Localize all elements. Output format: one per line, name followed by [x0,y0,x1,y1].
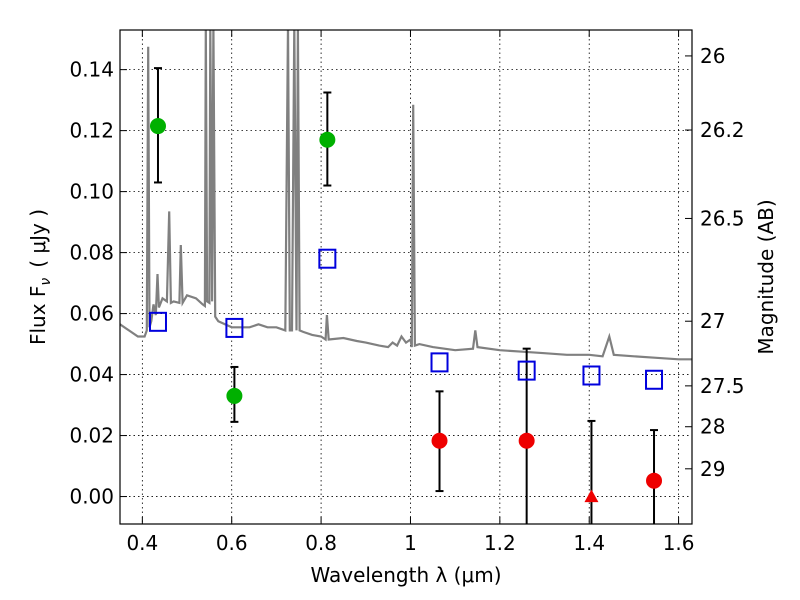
y2-tick-label: 27.5 [700,374,745,398]
data-markers [148,118,664,503]
model-flux-point [582,365,601,386]
y-axis-title: Flux Fν ( μJy ) [26,209,54,345]
y2-tick-label: 26.2 [700,118,745,142]
data-point [518,432,535,449]
model-flux-point [318,248,337,269]
data-point [319,131,336,148]
model-flux-point [225,317,244,338]
y-tick-label: 0.04 [69,363,114,387]
y-tick-label: 0.14 [69,58,114,82]
data-point [149,118,166,135]
y2-tick-label: 28 [700,415,725,439]
y2-tick-label: 29 [700,457,725,481]
y-tick-label: 0.00 [69,485,114,509]
data-point [431,432,448,449]
sed-model-line [120,30,692,361]
x-tick-label: 1.4 [573,531,605,555]
y-axis-title-unit: ( μJy ) [26,209,50,268]
upper-limit-point [584,489,599,503]
model-flux-point [645,369,664,390]
x-tick-label: 0.4 [126,531,158,555]
y-axis-right: 26 26.2 26.5 27 27.5 28 29 [685,44,745,481]
y-tick-label: 0.12 [69,119,114,143]
svg-text:Flux Fν( μJy ): Flux Fν ( μJy ) [26,209,54,345]
x-tick-label: 1.6 [663,531,695,555]
x-tick-label: 0.6 [216,531,248,555]
y2-tick-label: 26.5 [700,206,745,230]
y-tick-label: 0.02 [69,424,114,448]
x-tick-label: 0.8 [305,531,337,555]
model-flux-point [517,360,536,381]
error-bars [153,67,659,524]
y2-tick-label: 27 [700,309,725,333]
data-point [226,387,243,404]
y-tick-label: 0.06 [69,302,114,326]
y-tick-label: 0.08 [69,241,114,265]
y2-axis-title: Magnitude (AB) [754,199,778,354]
y-tick-label: 0.10 [69,180,114,204]
y-axis-left: 0.00 0.02 0.04 0.06 0.08 0.10 0.12 0.14 [69,58,127,509]
x-tick-label: 1 [404,531,417,555]
model-flux-point [148,311,167,332]
x-axis-title: Wavelength λ (μm) [310,563,501,587]
x-tick-label: 1.2 [484,531,516,555]
y-axis-title-subscript: ν [38,278,54,286]
plot-frame [119,29,693,525]
data-point [646,472,663,489]
y-axis-title-main: Flux F [26,286,50,345]
y2-tick-label: 26 [700,44,725,68]
model-flux-point [430,352,449,373]
x-axis: 0.4 0.6 0.8 1 1.2 1.4 1.6 [126,30,695,555]
plot-area [120,30,692,524]
